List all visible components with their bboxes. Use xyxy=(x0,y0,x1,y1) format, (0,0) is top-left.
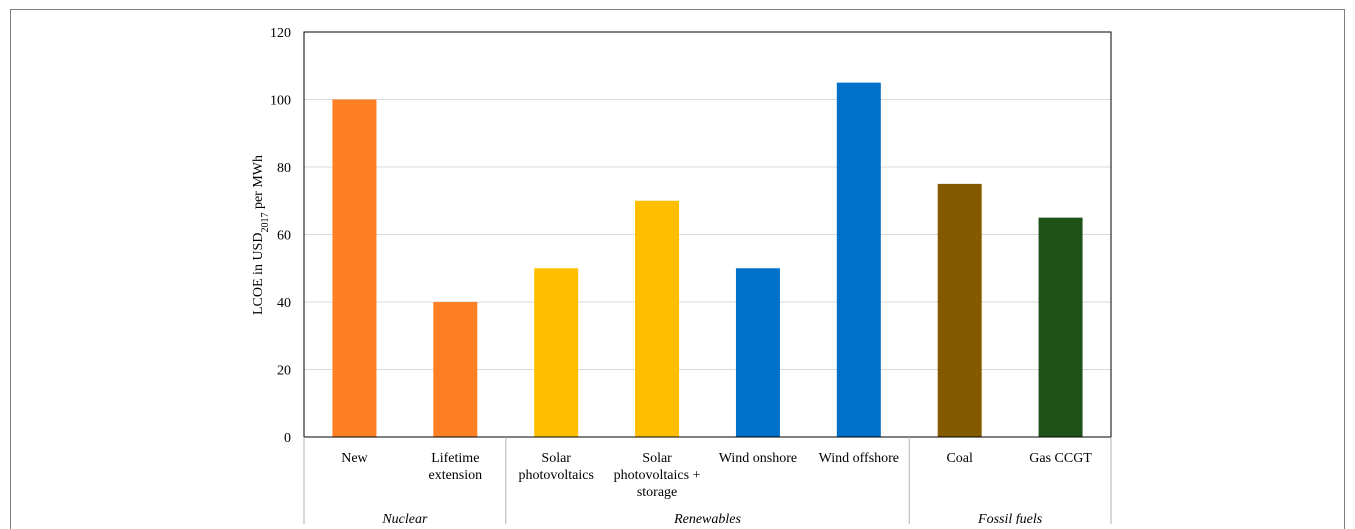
group-label: Fossil fuels xyxy=(977,512,1043,524)
y-tick-label: 120 xyxy=(270,26,291,41)
category-label: Gas CCGT xyxy=(1029,451,1092,466)
y-axis-label-subscript: 2017 xyxy=(260,213,271,233)
plot-area-border xyxy=(303,31,1112,438)
category-label-line: photovoltaics xyxy=(518,468,593,483)
bar xyxy=(635,200,680,437)
y-tick-label: 20 xyxy=(277,364,291,379)
category-label-line: extension xyxy=(428,468,482,483)
y-tick-label: 40 xyxy=(277,296,291,311)
y-axis-label: LCOE in USD2017 per MWh xyxy=(251,155,271,315)
category-label: Solar photovoltaics + storage xyxy=(614,451,701,500)
category-label: Wind offshore xyxy=(819,451,899,466)
category-label-line: photovoltaics + xyxy=(614,468,701,483)
y-tick-labels: 0 20 40 60 80 100 120 xyxy=(270,26,291,446)
bar xyxy=(332,99,377,437)
category-label-line: New xyxy=(341,451,368,466)
y-tick-label: 60 xyxy=(277,229,291,244)
axes xyxy=(303,31,1112,524)
category-label-line: Gas CCGT xyxy=(1029,451,1092,466)
category-label: Solar photovoltaics xyxy=(518,451,593,483)
category-label-line: Solar xyxy=(541,451,571,466)
y-tick-label: 100 xyxy=(270,94,291,109)
category-label: Wind onshore xyxy=(719,451,797,466)
figure-frame xyxy=(10,9,1345,529)
category-label-line: storage xyxy=(637,485,677,500)
group-labels: Nuclear Renewables Fossil fuels xyxy=(381,512,1042,524)
y-tick-label: 0 xyxy=(284,431,291,446)
category-label-line: Solar xyxy=(642,451,672,466)
group-label: Renewables xyxy=(673,512,741,524)
category-label: New xyxy=(341,451,368,466)
bars xyxy=(332,82,1083,437)
category-label-line: Lifetime xyxy=(431,451,479,466)
category-label: Lifetime extension xyxy=(428,451,482,483)
category-label-line: Coal xyxy=(946,451,973,466)
bar xyxy=(433,302,478,437)
bar xyxy=(534,268,579,437)
gridlines xyxy=(304,99,1111,370)
category-label-line: Wind onshore xyxy=(719,451,797,466)
bar xyxy=(836,82,881,437)
y-axis-label-main: LCOE in USD xyxy=(251,233,266,315)
bar xyxy=(1038,217,1083,437)
y-axis-label-suffix: per MWh xyxy=(251,155,266,213)
bar xyxy=(735,268,780,437)
y-tick-label: 80 xyxy=(277,161,291,176)
category-label: Coal xyxy=(946,451,973,466)
group-label: Nuclear xyxy=(381,512,428,524)
category-label-line: Wind offshore xyxy=(819,451,899,466)
bar xyxy=(937,183,982,437)
